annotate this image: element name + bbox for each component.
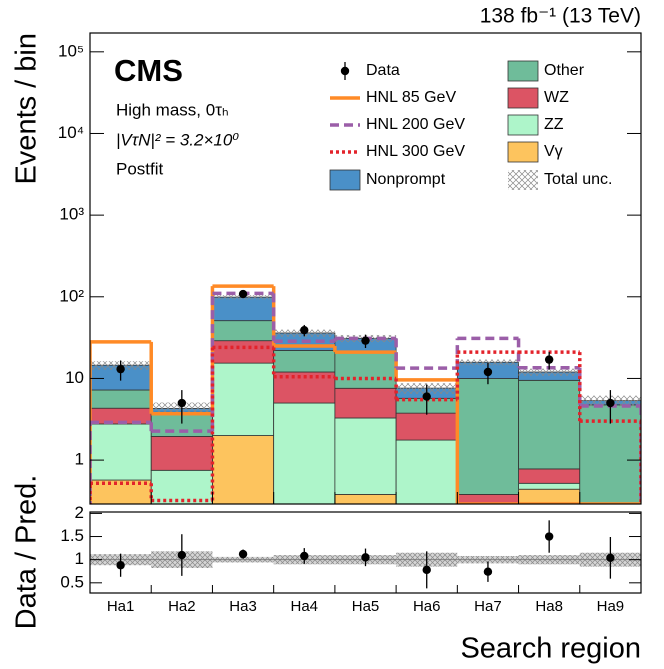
ratio-point <box>483 567 493 576</box>
x-tick-label: Ha6 <box>413 598 441 615</box>
legend-symbol <box>329 169 361 191</box>
main-frame <box>89 32 642 505</box>
legend-label: HNL 85 GeV <box>366 89 456 106</box>
main-plot <box>90 284 641 541</box>
unc-band <box>518 368 580 376</box>
x-axis-title: Search region <box>460 633 641 665</box>
ratio-point <box>300 551 309 561</box>
ratio-tick-label: 0.5 <box>60 572 84 591</box>
legend-symbol <box>340 66 350 76</box>
legend-label: Nonprompt <box>366 171 446 188</box>
stack-bar <box>90 423 152 481</box>
legend-symbol <box>507 141 539 163</box>
stack-bar <box>334 351 397 389</box>
legend-symbol <box>508 170 538 190</box>
stack-bar <box>212 362 275 436</box>
ratio-axis-title: Data / Pred. <box>11 475 43 630</box>
ratio-point <box>238 549 248 559</box>
legend-label: Vγ <box>544 143 563 160</box>
legend-label: Data <box>366 62 400 79</box>
stack-bar <box>212 435 275 504</box>
stack-bar <box>90 389 152 409</box>
stack-bar <box>212 340 275 364</box>
legend-label: Total unc. <box>544 171 612 188</box>
x-tick-label: Ha3 <box>229 598 257 615</box>
legend-label: Other <box>544 62 585 79</box>
y-tick-label: 10⁴ <box>58 123 84 142</box>
x-tick-label: Ha5 <box>352 598 380 615</box>
stack-bar <box>273 350 336 373</box>
stack-bar <box>457 509 518 541</box>
ratio-frame <box>89 511 642 594</box>
legend-label: WZ <box>544 89 569 106</box>
stack-bar <box>334 417 397 495</box>
ratio-tick-label: 1 <box>75 549 84 568</box>
stack-bar <box>212 296 275 322</box>
legend-symbol <box>507 114 539 136</box>
legend-label: ZZ <box>544 116 564 133</box>
stack-bar <box>150 436 213 471</box>
y-axis-title: Events / bin <box>11 33 43 185</box>
ratio-point <box>116 561 125 570</box>
ratio-point <box>361 553 370 562</box>
y-tick-label: 10³ <box>59 205 84 224</box>
data-point <box>300 325 309 335</box>
stack-bar <box>518 488 581 504</box>
cms-label: CMS <box>114 53 183 88</box>
data-point <box>238 289 248 299</box>
stack-bar <box>212 320 275 342</box>
ratio-point <box>177 550 187 560</box>
data-point <box>483 367 493 377</box>
x-tick-label: Ha8 <box>535 598 563 615</box>
ratio-tick-label: 1.5 <box>60 526 84 545</box>
stack-bar <box>334 494 397 504</box>
ratio-plot <box>90 520 641 589</box>
stack-bar <box>395 412 458 441</box>
x-tick-label: Ha7 <box>474 598 502 615</box>
legend-label: HNL 200 GeV <box>366 116 465 133</box>
data-point <box>177 398 187 408</box>
y-tick-label: 10 <box>65 368 84 387</box>
y-tick-label: 10⁵ <box>58 41 84 60</box>
annotation: |VτN|² = 3.2×10⁰ <box>116 130 239 149</box>
x-tick-label: Ha9 <box>597 598 625 615</box>
data-point <box>606 398 615 408</box>
stack-bar <box>518 468 581 484</box>
ratio-point <box>544 532 554 541</box>
stack-bar <box>395 439 458 504</box>
stack-bar <box>150 469 213 504</box>
ratio-point <box>606 553 615 563</box>
data-point <box>422 392 431 401</box>
y-tick-label: 10² <box>59 286 84 305</box>
y-tick-label: 1 <box>75 450 84 469</box>
stack-bar <box>518 482 581 490</box>
x-tick-label: Ha2 <box>168 598 196 615</box>
data-point <box>544 355 554 364</box>
data-point <box>361 336 370 345</box>
ratio-point <box>422 565 431 575</box>
stack-bar <box>518 379 581 470</box>
annotation: Postfit <box>116 159 164 178</box>
unc-band <box>457 359 519 366</box>
stack-bar <box>90 479 152 504</box>
ratio-tick-label: 2 <box>75 503 84 522</box>
lumi-label: 138 fb⁻¹ (13 TeV) <box>480 5 641 28</box>
legend-symbol <box>507 87 539 109</box>
overlay: 1 10 10² 10³ 10⁴ 10⁵ 0.5 1 1.5 2 Ha1 Ha2 Ha3 Ha4 Ha5 Ha… <box>58 41 641 615</box>
legend-symbol <box>507 60 539 82</box>
legend-label: HNL 300 GeV <box>366 143 465 160</box>
stack-bar <box>273 402 336 504</box>
annotation: High mass, 0τₕ <box>116 100 229 119</box>
stack-bar <box>334 387 397 419</box>
x-tick-label: Ha1 <box>107 598 135 615</box>
data-point <box>116 364 125 374</box>
stack-bar <box>456 378 519 495</box>
stack-bar <box>456 494 519 504</box>
x-tick-label: Ha4 <box>291 598 319 615</box>
